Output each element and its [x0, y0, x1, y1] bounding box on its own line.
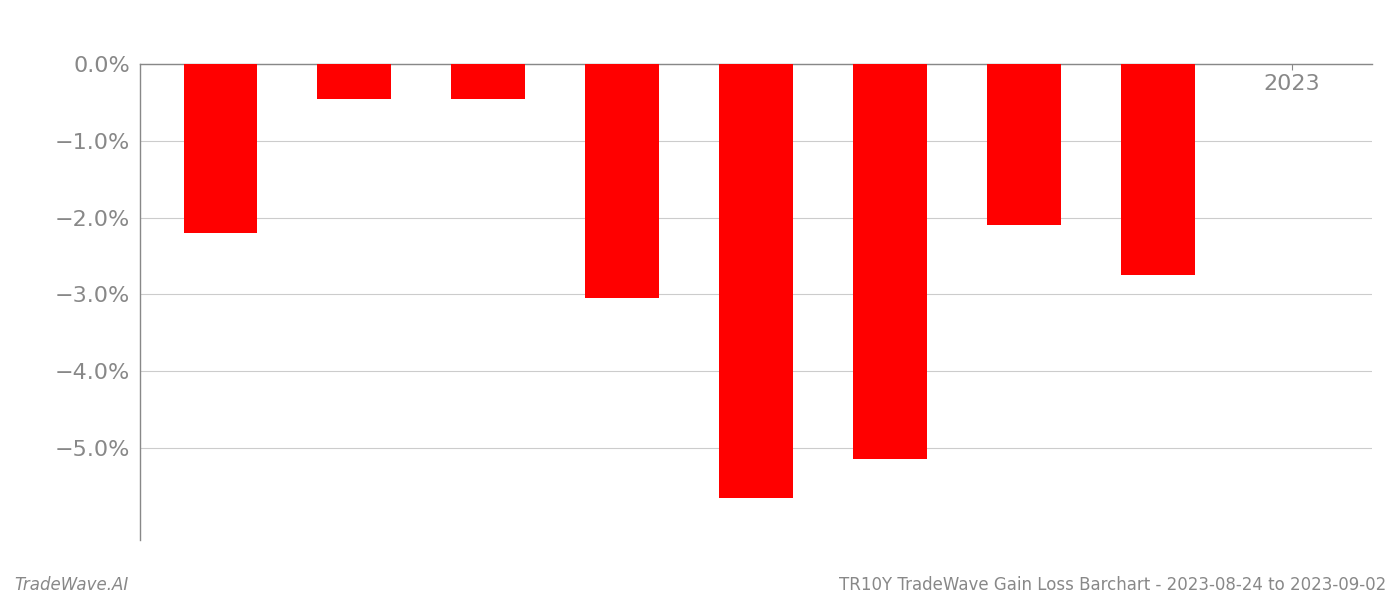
- Bar: [720, 64, 792, 498]
- Bar: [585, 64, 659, 298]
- Text: TradeWave.AI: TradeWave.AI: [14, 576, 129, 594]
- Bar: [853, 64, 927, 460]
- Bar: [318, 64, 391, 98]
- Bar: [451, 64, 525, 98]
- Text: TR10Y TradeWave Gain Loss Barchart - 2023-08-24 to 2023-09-02: TR10Y TradeWave Gain Loss Barchart - 202…: [839, 576, 1386, 594]
- Bar: [987, 64, 1061, 225]
- Bar: [1121, 64, 1194, 275]
- Bar: [183, 64, 258, 233]
